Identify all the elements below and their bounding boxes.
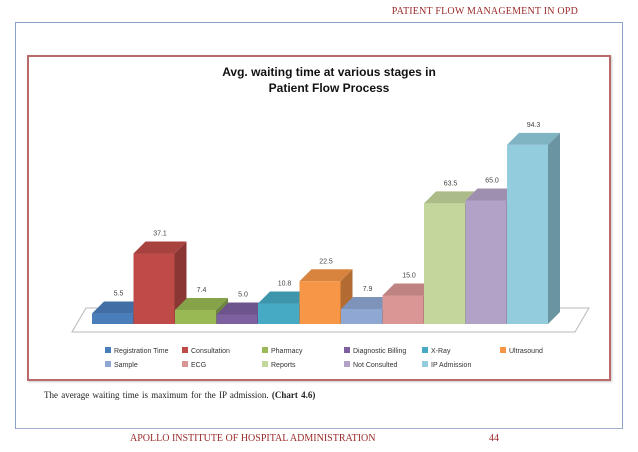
data-label: 5.0 (238, 292, 248, 299)
legend-swatch (105, 361, 111, 367)
bar-top (133, 241, 187, 254)
bar-top (507, 132, 560, 145)
legend-label: Not Consulted (353, 362, 397, 369)
bar (175, 309, 216, 324)
bar (299, 281, 341, 324)
legend-swatch (500, 347, 506, 353)
bar (258, 303, 299, 324)
chart-frame: Avg. waiting time at various stages in Pa… (27, 55, 611, 381)
bar-top (341, 296, 394, 309)
bar-top (299, 269, 353, 282)
bar-top (216, 302, 270, 315)
data-label: 22.5 (319, 258, 333, 265)
data-label: 94.3 (527, 122, 541, 129)
data-label: 37.1 (153, 231, 167, 238)
bar (92, 313, 133, 324)
legend-label: ECG (191, 362, 206, 369)
chart-title-line: Patient Flow Process (269, 81, 390, 95)
legend-label: Ultrasound (509, 348, 543, 355)
footer-divider (16, 428, 622, 429)
footer-institute: APOLLO INSTITUTE OF HOSPITAL ADMINISTRAT… (130, 433, 376, 444)
bar-top (175, 297, 228, 310)
bar (216, 314, 258, 324)
legend-label: Registration Time (114, 348, 169, 355)
bar (424, 203, 465, 324)
legend-swatch (422, 361, 428, 367)
data-label: 15.0 (402, 273, 416, 280)
caption-ref: (Chart 4.6) (271, 390, 316, 400)
data-label: 65.0 (485, 178, 499, 185)
legend-label: Pharmacy (271, 348, 303, 355)
legend-swatch (344, 361, 350, 367)
data-label: 10.8 (278, 280, 292, 287)
legend-label: Diagnostic Billing (353, 348, 406, 355)
legend-swatch (182, 347, 188, 353)
legend-label: Consultation (191, 348, 230, 355)
legend-label: X-Ray (431, 348, 451, 355)
legend-swatch (105, 347, 111, 353)
legend-label: IP Admission (431, 362, 471, 369)
legend-swatch (344, 347, 350, 353)
legend-swatch (422, 347, 428, 353)
chart-caption: The average waiting time is maximum for … (44, 390, 315, 400)
bar-top (92, 301, 145, 314)
data-label: 7.4 (197, 287, 207, 294)
page-header: PATIENT FLOW MANAGEMENT IN OPD (391, 6, 578, 17)
bar (382, 295, 424, 324)
data-label: 63.5 (444, 180, 458, 187)
legend-label: Sample (114, 362, 138, 369)
legend-swatch (182, 361, 188, 367)
bar-chart: Avg. waiting time at various stages in Pa… (71, 65, 590, 369)
bar-top (258, 291, 311, 304)
legend-label: Reports (271, 362, 296, 369)
caption-text: The average waiting time is maximum for … (44, 390, 269, 400)
bar-side (548, 132, 560, 324)
bar (507, 144, 548, 324)
bar-top (465, 188, 519, 201)
bar-top (382, 283, 436, 296)
legend-swatch (262, 361, 268, 367)
chart-title-line: Avg. waiting time at various stages in (222, 65, 436, 79)
bar (133, 253, 175, 324)
data-label: 7.9 (363, 286, 373, 293)
bar (465, 200, 507, 324)
bar (341, 308, 382, 324)
data-label: 5.5 (114, 291, 124, 298)
bar-top (424, 191, 477, 204)
footer-page-number: 44 (489, 433, 499, 444)
legend-swatch (262, 347, 268, 353)
